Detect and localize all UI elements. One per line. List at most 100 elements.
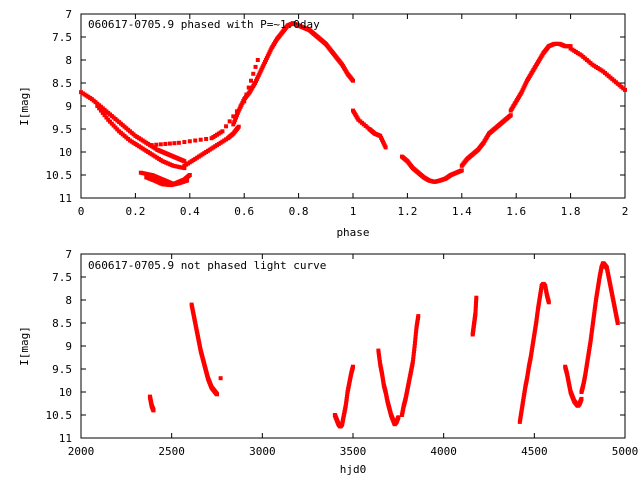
data-point: [615, 321, 620, 325]
x-tick-label: 0.6: [234, 205, 254, 218]
x-tick-label: 0: [78, 205, 85, 218]
data-point: [100, 110, 105, 115]
data-point: [244, 92, 249, 97]
data-point: [411, 354, 416, 359]
x-tick-label: 3500: [340, 445, 367, 458]
x-tick-label: 4000: [430, 445, 457, 458]
data-point: [198, 137, 203, 142]
data-point: [343, 403, 348, 408]
data-point: [220, 129, 225, 134]
data-point: [534, 318, 539, 323]
data-point: [172, 141, 177, 146]
data-point: [592, 309, 597, 314]
data-point: [182, 140, 187, 145]
data-point: [345, 392, 350, 397]
data-point: [412, 340, 417, 345]
data-point: [234, 115, 239, 120]
data-point: [97, 106, 102, 111]
y-tick-label: 8.5: [52, 77, 72, 90]
data-point: [592, 307, 597, 312]
data-point: [95, 104, 100, 108]
data-point: [546, 300, 551, 305]
x-tick-label: 1.4: [452, 205, 472, 218]
data-point: [593, 302, 598, 307]
data-point: [187, 173, 192, 177]
y-tick-label: 11: [59, 192, 72, 205]
data-point: [473, 309, 478, 314]
data-point: [154, 142, 159, 147]
data-point: [473, 311, 478, 316]
data-point: [534, 316, 539, 321]
y-tick-label: 10: [59, 386, 72, 399]
y-tick-label: 7.5: [52, 31, 72, 44]
data-point: [185, 178, 190, 183]
y-tick-label: 8: [65, 294, 72, 307]
data-point: [412, 346, 417, 351]
data-point: [413, 334, 418, 339]
data-point: [182, 166, 187, 171]
data-point: [416, 314, 421, 319]
data-point: [473, 306, 478, 311]
chart-title: 060617-0705.9 not phased light curve: [88, 259, 326, 272]
data-point: [231, 114, 236, 119]
x-tick-label: 2500: [158, 445, 185, 458]
unphased-light-curve-panel: 2000 2500 3000 3500 4000 4500 5000 7 7.5 8 8.5 9 9.5…: [18, 248, 638, 476]
x-tick-label: 3000: [249, 445, 276, 458]
data-point: [102, 113, 107, 118]
data-point: [534, 321, 539, 325]
data-point: [396, 415, 401, 420]
plot-frame: [80, 253, 626, 439]
data-point: [383, 145, 388, 150]
data-point: [151, 408, 156, 413]
data-point: [508, 113, 513, 118]
data-point: [588, 339, 593, 344]
data-point: [414, 328, 419, 333]
data-point: [474, 301, 479, 306]
y-axis-label: I[mag]: [18, 326, 31, 366]
data-point: [344, 396, 349, 401]
data-point: [227, 119, 232, 124]
data-point: [579, 396, 584, 401]
data-point: [251, 71, 256, 76]
y-tick-label: 9: [65, 340, 72, 353]
data-point: [589, 332, 594, 337]
data-point: [234, 113, 239, 118]
data-point: [590, 321, 595, 325]
data-point: [224, 124, 229, 129]
data-point: [592, 311, 597, 316]
data-point: [242, 99, 247, 104]
x-tick-label: 1.8: [561, 205, 581, 218]
data-point: [249, 78, 253, 83]
x-tick-label: 0.2: [125, 205, 145, 218]
data-point: [193, 138, 198, 143]
data-point: [351, 364, 355, 369]
data-point: [234, 109, 239, 114]
data-point: [591, 318, 596, 323]
plot-frame: [80, 13, 626, 199]
data-point: [589, 334, 594, 339]
data-point: [535, 314, 540, 319]
data-point: [232, 120, 237, 125]
data-point: [344, 394, 349, 399]
y-tick-label: 9.5: [52, 123, 72, 136]
data-point: [593, 304, 598, 309]
data-point: [412, 349, 417, 354]
x-tick-label: 1.2: [397, 205, 417, 218]
data-point: [149, 143, 154, 148]
data-point: [182, 159, 187, 164]
x-axis-label: hjd0: [340, 463, 367, 476]
data-points: [79, 21, 627, 188]
y-tick-label: 9.5: [52, 363, 72, 376]
y-tick-label: 8: [65, 54, 72, 67]
data-point: [163, 141, 168, 146]
data-point: [104, 115, 109, 120]
data-point: [413, 331, 418, 336]
y-tick-label: 7.5: [52, 271, 72, 284]
data-point: [231, 122, 236, 127]
data-point: [167, 141, 172, 146]
x-tick-label: 1.6: [506, 205, 526, 218]
data-point: [590, 325, 595, 330]
data-point: [590, 323, 595, 328]
